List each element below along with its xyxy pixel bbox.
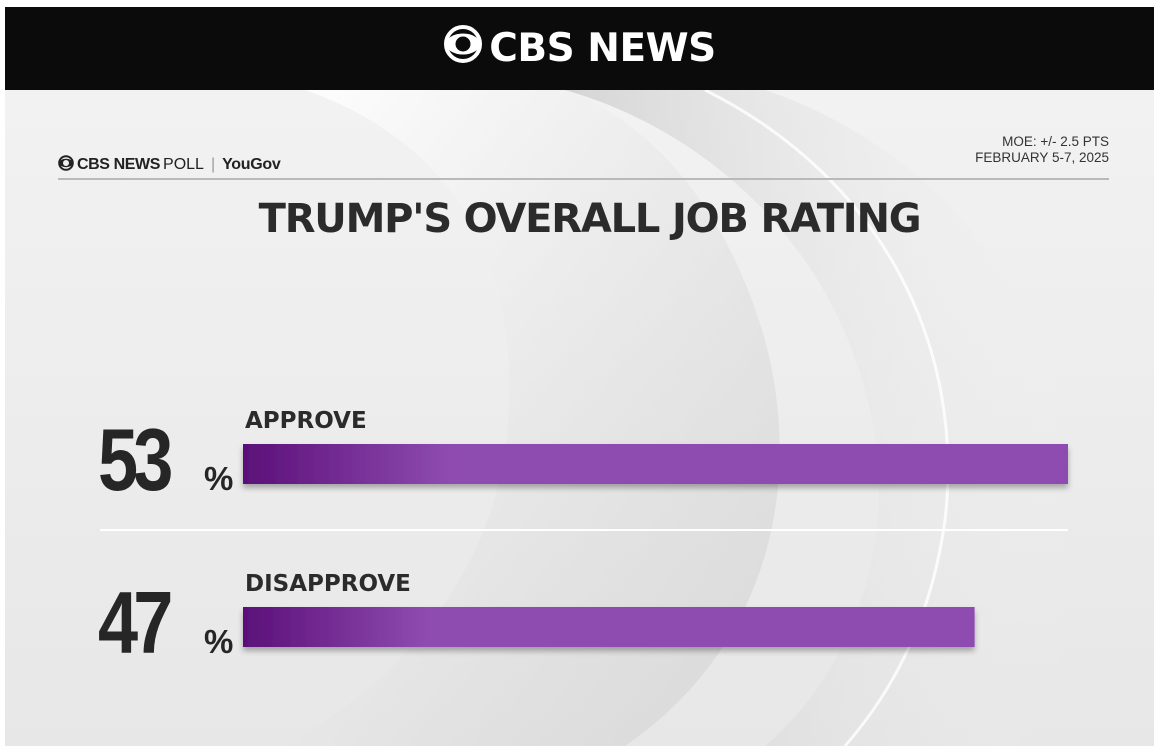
cbs-eye-icon	[443, 24, 483, 74]
network-logo-text: CBS NEWS	[489, 26, 716, 71]
value-label-disapprove: 47	[98, 574, 171, 672]
cbs-eye-small-icon	[58, 155, 74, 174]
graphic-panel: CBS NEWS POLL | YouGov MOE: +/- 2.5 PTS …	[5, 90, 1154, 746]
network-logo: CBS NEWS	[443, 24, 716, 74]
poll-meta: MOE: +/- 2.5 PTS FEBRUARY 5-7, 2025	[975, 134, 1109, 166]
poll-header: CBS NEWS POLL | YouGov MOE: +/- 2.5 PTS …	[58, 134, 1109, 180]
bar-disapprove	[243, 607, 975, 647]
bar-approve	[243, 444, 1068, 484]
chart-title: TRUMP'S OVERALL JOB RATING	[258, 196, 922, 242]
category-label-approve: APPROVE	[245, 408, 367, 434]
partner-logo: YouGov	[222, 155, 281, 173]
field-dates: FEBRUARY 5-7, 2025	[975, 150, 1109, 165]
bar-chart: APPROVE 53 % DISAPPROVE 47%	[98, 408, 1068, 673]
top-banner: CBS NEWS	[5, 7, 1154, 90]
percent-sign-disapprove: %	[204, 623, 233, 660]
header-rule	[58, 178, 1109, 180]
percent-sign-approve: %	[204, 460, 233, 497]
poll-brand: CBS NEWS POLL | YouGov	[58, 155, 281, 174]
margin-of-error: MOE: +/- 2.5 PTS	[1002, 134, 1109, 149]
poll-brand-network: CBS NEWS	[77, 155, 161, 173]
divider: |	[210, 155, 216, 173]
category-label-disapprove: DISAPPROVE	[245, 571, 411, 597]
poll-brand-suffix: POLL	[163, 155, 204, 173]
value-label-approve: 53	[98, 411, 171, 509]
